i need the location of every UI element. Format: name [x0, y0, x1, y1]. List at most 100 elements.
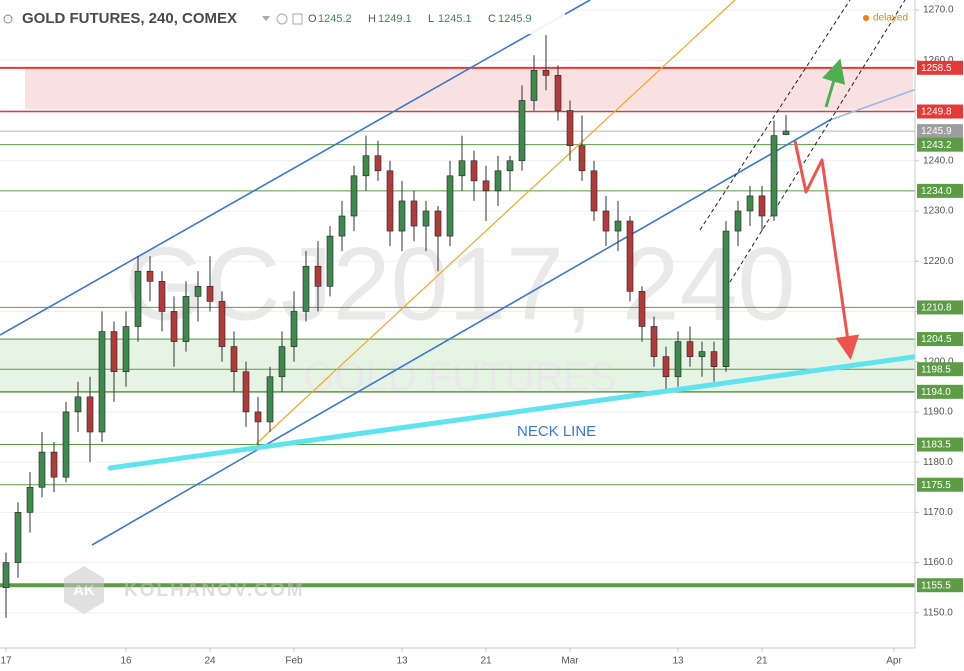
- header: GOLD FUTURES, 240, COMEX O 1245.2 H 1249.1 L…: [0, 4, 908, 34]
- candle-body: [746, 195, 754, 212]
- y-tick-label: 1260.0: [923, 55, 954, 66]
- candle-body: [146, 270, 154, 282]
- candle-body: [518, 100, 526, 162]
- level-tag-label: 1245.9: [921, 126, 952, 137]
- candle-body: [566, 110, 574, 146]
- level-tag-label: 1258.5: [921, 63, 952, 74]
- level-tag: [917, 104, 963, 119]
- candle-body: [242, 371, 250, 413]
- y-tick-label: 1180.0: [923, 457, 953, 468]
- up-arrow: [822, 58, 846, 108]
- level-tag: [917, 124, 963, 139]
- time-axis-bg: [0, 648, 915, 671]
- level-tag: [917, 384, 963, 399]
- candle-body: [710, 351, 718, 367]
- resistance-zone: [25, 67, 913, 109]
- candle-body: [530, 70, 538, 101]
- candle-body: [446, 175, 454, 237]
- candle-body: [26, 486, 34, 513]
- level-tag-label: 1249.8: [921, 107, 952, 118]
- ohlc-key: L: [428, 13, 434, 25]
- candle-body: [386, 170, 394, 232]
- y-tick-label: 1240.0: [923, 155, 954, 166]
- dashed-channel-upper: [699, 0, 851, 231]
- channel-upper: [0, 0, 591, 336]
- candle-body: [350, 175, 358, 217]
- axes: 1150.0 1160.0 1170.0 1180.0 1190.0 1200.0 1210…: [0, 5, 963, 667]
- header-menu[interactable]: [262, 16, 270, 21]
- candle-body: [578, 145, 586, 172]
- candle-body: [194, 286, 202, 297]
- x-tick-label: 13: [396, 656, 408, 667]
- support-zone: [0, 338, 915, 392]
- zones: [0, 67, 915, 392]
- candle-body: [758, 195, 766, 217]
- y-tick-label: 1170.0: [923, 507, 953, 518]
- candle-body: [722, 230, 730, 367]
- y-tick-label: 1160.0: [923, 557, 953, 568]
- ohlc-value: 1245.9: [498, 13, 532, 25]
- level-tag: [917, 437, 963, 452]
- candle-body: [50, 451, 58, 478]
- ohlc-value: 1249.1: [378, 13, 412, 25]
- candle-body: [326, 235, 334, 287]
- candle-body: [506, 160, 514, 172]
- level-tag-label: 1204.5: [921, 334, 952, 345]
- x-tick-label: Apr: [886, 656, 902, 667]
- candle-body: [494, 170, 502, 192]
- candle-body: [590, 170, 598, 212]
- x-tick-label: 16: [120, 656, 132, 667]
- level-tag: [917, 60, 963, 75]
- candle-body: [302, 265, 310, 312]
- candle-body: [278, 346, 286, 378]
- y-tick-label: 1270.0: [923, 5, 954, 16]
- neck-line-label: NECK LINE: [517, 423, 596, 440]
- level-tag: [917, 477, 963, 492]
- y-tick-label: 1150.0: [923, 607, 953, 618]
- candle-body: [230, 346, 238, 373]
- level-tag-label: 1210.8: [921, 303, 952, 314]
- level-tag-label: 1243.2: [921, 140, 952, 151]
- level-tag-label: 1234.0: [921, 186, 952, 197]
- symbol-title: GOLD FUTURES, 240, COMEX: [22, 10, 237, 27]
- level-tag: [917, 137, 963, 152]
- candle-body: [338, 215, 346, 237]
- candle-body: [170, 311, 178, 342]
- ohlc-values: O 1245.2 H 1249.1 L 1245.1 C 1245.9: [308, 13, 532, 25]
- x-tick-label: 13: [672, 656, 684, 667]
- header-settings[interactable]: [292, 13, 303, 25]
- level-tag: [917, 183, 963, 198]
- candle-body: [374, 155, 382, 172]
- candle-body: [782, 130, 790, 135]
- y-tick-label: 1190.0: [923, 407, 953, 418]
- down-arrow: [793, 140, 860, 360]
- x-tick-label: Mar: [561, 656, 579, 667]
- candle-body: [662, 356, 670, 378]
- candle-body: [602, 210, 610, 232]
- candle-body: [398, 200, 406, 232]
- header-visibility[interactable]: [276, 13, 288, 25]
- x-tick-label: 21: [480, 656, 492, 667]
- header-toggle[interactable]: [3, 14, 13, 24]
- candle-body: [734, 210, 742, 232]
- candle-body: [134, 270, 142, 327]
- candle-body: [626, 220, 634, 292]
- neck-line: [107, 347, 964, 471]
- x-tick-label: 21: [756, 656, 768, 667]
- candle-body: [686, 341, 694, 357]
- candle-body: [38, 451, 46, 488]
- candle-body: [554, 75, 562, 111]
- ohlc-key: C: [488, 13, 496, 25]
- candles: [2, 35, 790, 618]
- level-tag-label: 1198.5: [921, 364, 951, 375]
- candle-body: [110, 331, 118, 373]
- candle-body: [290, 311, 298, 347]
- y-tick-label: 1230.0: [923, 206, 954, 217]
- ohlc-value: 1245.2: [318, 13, 352, 25]
- candle-body: [482, 180, 490, 192]
- y-tick-label: 1220.0: [923, 256, 954, 267]
- logo-text: KOLHANOV.COM: [124, 580, 305, 601]
- status-dot: [863, 15, 869, 21]
